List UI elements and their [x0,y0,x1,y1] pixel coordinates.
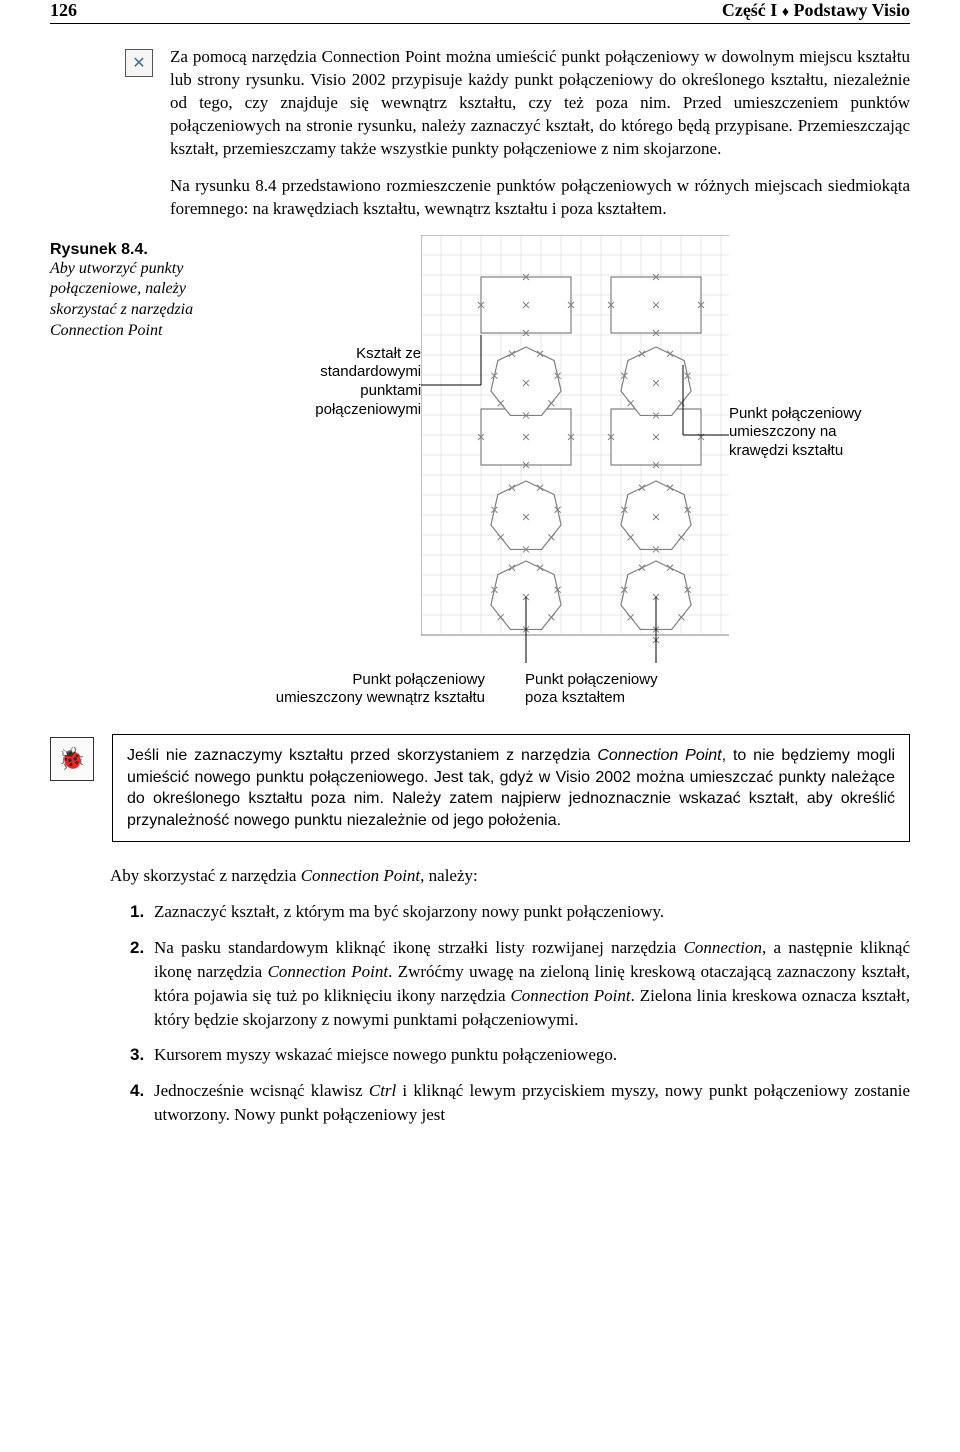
header-title: Część I ♦ Podstawy Visio [722,0,910,21]
tip-icon: 🐞 [50,737,94,781]
steps-list: 1.Zaznaczyć kształt, z którym ma być sko… [130,900,910,1126]
tip-text: Jeśli nie zaznaczymy kształtu przed skor… [112,734,910,842]
step-number: 4. [130,1079,154,1127]
figure-8-4: Rysunek 8.4. Aby utworzyć punkty połącze… [50,235,910,709]
step-body: Zaznaczyć kształt, z którym ma być skoja… [154,900,910,924]
step-body: Kursorem myszy wskazać miejsce nowego pu… [154,1043,910,1067]
step-number: 1. [130,900,154,924]
step-item: 1.Zaznaczyć kształt, z którym ma być sko… [130,900,910,924]
label-edge-point: Punkt połączeniowy umieszczony na krawęd… [729,405,910,461]
label-inside-point: Punkt połączeniowy umieszczony wewnątrz … [225,671,485,709]
paragraph-1: Za pomocą narzędzia Connection Point moż… [170,46,910,161]
page-number: 126 [50,0,77,21]
steps-intro: Aby skorzystać z narzędzia Connection Po… [110,866,910,886]
step-number: 3. [130,1043,154,1067]
label-outside-point: Punkt połączeniowy poza kształtem [525,671,735,709]
step-item: 2.Na pasku standardowym kliknąć ikonę st… [130,936,910,1031]
step-item: 4.Jednocześnie wcisnąć klawisz Ctrl i kl… [130,1079,910,1127]
label-standard-points: Kształt ze standardowymi punktami połącz… [231,345,421,420]
page-header: 126 Część I ♦ Podstawy Visio [50,0,910,24]
step-number: 2. [130,936,154,1031]
diagram-canvas [421,235,729,665]
step-body: Na pasku standardowym kliknąć ikonę strz… [154,936,910,1031]
paragraph-2: Na rysunku 8.4 przedstawiono rozmieszcze… [170,175,910,221]
step-body: Jednocześnie wcisnąć klawisz Ctrl i klik… [154,1079,910,1127]
note-icon: ✕ [125,49,153,77]
figure-caption: Rysunek 8.4. Aby utworzyć punkty połącze… [50,241,231,342]
step-item: 3.Kursorem myszy wskazać miejsce nowego … [130,1043,910,1067]
